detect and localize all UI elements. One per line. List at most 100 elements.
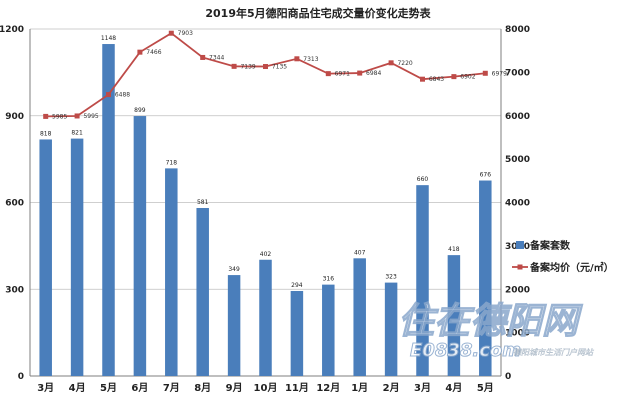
bar-data-label: 1148: [101, 35, 116, 42]
x-tick-label: 12月: [316, 382, 340, 394]
line-point: [168, 30, 174, 36]
line-point: [388, 60, 394, 66]
y-right-tick-label: 6000: [505, 112, 530, 122]
line-data-label: 6984: [366, 70, 381, 77]
line-data-label: 7903: [178, 30, 193, 37]
line-data-label: 6971: [335, 71, 350, 78]
bar: [353, 258, 366, 376]
line-point: [200, 54, 206, 60]
line-point: [106, 92, 111, 98]
bar-data-label: 818: [40, 130, 52, 137]
bar: [165, 168, 178, 376]
x-tick-label: 6月: [131, 382, 148, 394]
bar: [322, 284, 335, 376]
chart-title: 2019年5月德阳商品住宅成交量价变化走势表: [205, 6, 431, 20]
bar: [479, 180, 492, 376]
line-point: [231, 63, 237, 69]
bar-data-label: 899: [134, 107, 146, 114]
bar: [39, 139, 52, 376]
line-point: [420, 76, 425, 82]
legend-label: 备案均价（元/㎡）: [529, 261, 614, 274]
line-point: [482, 70, 488, 76]
bar-data-label: 316: [323, 276, 335, 283]
y-left-tick-label: 600: [5, 199, 24, 209]
line-data-label: 7139: [240, 63, 255, 70]
y-right-tick-label: 0: [505, 372, 511, 382]
x-tick-label: 2月: [383, 382, 400, 394]
bar: [70, 138, 84, 376]
line-data-label: 6979: [492, 70, 507, 77]
line-data-label: 7466: [146, 49, 161, 56]
line-data-label: 7135: [272, 64, 287, 71]
y-left-tick-label: 1200: [0, 25, 24, 35]
line-point: [137, 49, 143, 55]
line-data-label: 5995: [83, 113, 98, 120]
legend-swatch-bar: [516, 241, 524, 249]
x-tick-label: 4月: [445, 382, 462, 394]
bar: [102, 44, 115, 376]
bar-series: 818 821 1148 899 718 581 349 402 294 316 407 323 660…: [39, 35, 492, 376]
x-tick-label: 5月: [100, 382, 117, 394]
x-tick-label: 1月: [351, 382, 368, 394]
watermark-domain: E0838.com: [410, 340, 521, 361]
bar-data-label: 676: [480, 172, 492, 179]
bar: [416, 185, 429, 376]
x-tick-label: 9月: [226, 382, 243, 394]
x-tick-label: 4月: [69, 382, 86, 394]
line-point: [43, 113, 49, 119]
bar-data-label: 294: [291, 282, 303, 289]
y-left-tick-label: 900: [5, 112, 24, 122]
bar-data-label: 349: [228, 266, 240, 273]
y-right-tick-label: 5000: [505, 155, 530, 165]
y-right-tick-label: 7000: [505, 68, 530, 78]
y-right-tick-label: 8000: [505, 25, 530, 35]
x-tick-label: 5月: [477, 382, 494, 394]
bar-data-label: 660: [417, 176, 429, 183]
line-data-label: 6902: [460, 74, 475, 81]
y-left-tick-label: 300: [5, 285, 24, 295]
x-tick-label: 10月: [254, 382, 278, 394]
legend-label: 备案套数: [529, 239, 571, 252]
bar-data-label: 407: [354, 249, 366, 256]
line-data-label: 7220: [397, 60, 412, 67]
line-point: [74, 113, 80, 119]
line-data-label: 6488: [115, 92, 130, 99]
x-tick-label: 3月: [37, 382, 54, 394]
line-point: [263, 64, 268, 70]
bar-data-label: 323: [385, 274, 397, 281]
bar-data-label: 821: [71, 130, 83, 137]
line-data-label: 7344: [209, 54, 224, 61]
y-right-tick-label: 1000: [505, 329, 530, 339]
watermark-main: 住在德阳网: [398, 301, 583, 342]
bar-data-label: 581: [197, 199, 209, 206]
line-data-label: 5985: [52, 113, 67, 120]
line-data-label: 6843: [429, 76, 444, 83]
legend-swatch-marker: [517, 264, 523, 270]
bar: [290, 290, 304, 376]
bar: [227, 275, 241, 376]
bar-data-label: 418: [448, 246, 460, 253]
bar-data-label: 402: [260, 251, 272, 258]
bar-data-label: 718: [166, 159, 178, 166]
watermark-slogan: 德阳城市生活门户网站: [513, 348, 594, 357]
x-tick-label: 3月: [414, 382, 431, 394]
line-data-label: 7313: [303, 56, 318, 63]
x-tick-label: 7月: [163, 382, 180, 394]
bar: [384, 282, 398, 376]
y-left-tick-label: 0: [18, 372, 24, 382]
line-point: [325, 71, 331, 77]
x-tick-label: 8月: [194, 382, 211, 394]
bar: [133, 116, 147, 376]
y-right-tick-label: 2000: [505, 285, 530, 295]
bar: [447, 255, 461, 376]
line-point: [357, 70, 363, 76]
line-series: 5985 5995 6488 7466 7903 7344 7139 7135 7313 6971…: [43, 30, 507, 120]
watermark: 住在德阳网 E0838.com 德阳城市生活门户网站: [397, 300, 594, 361]
bar: [259, 259, 272, 376]
line-point: [451, 74, 457, 80]
line-point: [294, 56, 300, 62]
x-tick-label: 11月: [285, 382, 309, 394]
bar: [196, 207, 209, 376]
